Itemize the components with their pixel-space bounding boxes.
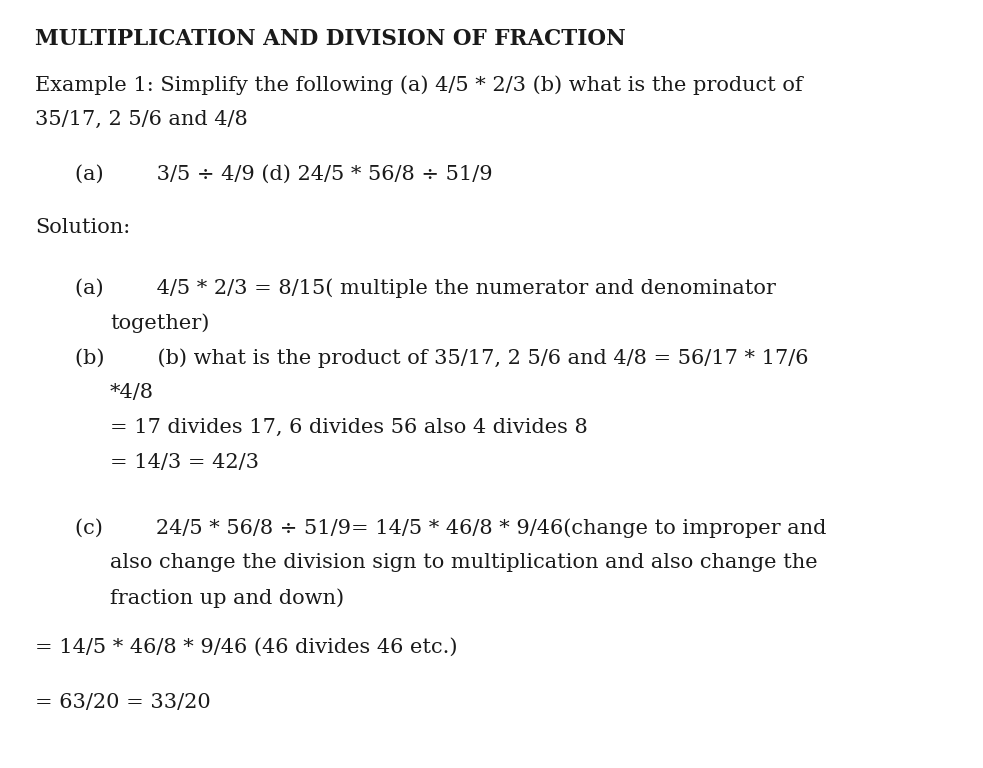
Text: (a)        3/5 ÷ 4/9 (d) 24/5 * 56/8 ÷ 51/9: (a) 3/5 ÷ 4/9 (d) 24/5 * 56/8 ÷ 51/9 [75, 165, 492, 184]
Text: Example 1: Simplify the following (a) 4/5 * 2/3 (b) what is the product of: Example 1: Simplify the following (a) 4/… [35, 75, 803, 94]
Text: (a)        4/5 * 2/3 = 8/15( multiple the numerator and denominator: (a) 4/5 * 2/3 = 8/15( multiple the numer… [75, 278, 776, 298]
Text: = 14/5 * 46/8 * 9/46 (46 divides 46 etc.): = 14/5 * 46/8 * 9/46 (46 divides 46 etc.… [35, 638, 457, 657]
Text: together): together) [110, 313, 209, 333]
Text: = 17 divides 17, 6 divides 56 also 4 divides 8: = 17 divides 17, 6 divides 56 also 4 div… [110, 418, 588, 437]
Text: 35/17, 2 5/6 and 4/8: 35/17, 2 5/6 and 4/8 [35, 110, 248, 129]
Text: = 14/3 = 42/3: = 14/3 = 42/3 [110, 453, 259, 472]
Text: also change the division sign to multiplication and also change the: also change the division sign to multipl… [110, 553, 818, 572]
Text: MULTIPLICATION AND DIVISION OF FRACTION: MULTIPLICATION AND DIVISION OF FRACTION [35, 28, 626, 50]
Text: Solution:: Solution: [35, 218, 131, 237]
Text: fraction up and down): fraction up and down) [110, 588, 344, 607]
Text: (c)        24/5 * 56/8 ÷ 51/9= 14/5 * 46/8 * 9/46(change to improper and: (c) 24/5 * 56/8 ÷ 51/9= 14/5 * 46/8 * 9/… [75, 518, 827, 538]
Text: *4/8: *4/8 [110, 383, 154, 402]
Text: (b)        (b) what is the product of 35/17, 2 5/6 and 4/8 = 56/17 * 17/6: (b) (b) what is the product of 35/17, 2 … [75, 348, 808, 368]
Text: = 63/20 = 33/20: = 63/20 = 33/20 [35, 693, 210, 712]
